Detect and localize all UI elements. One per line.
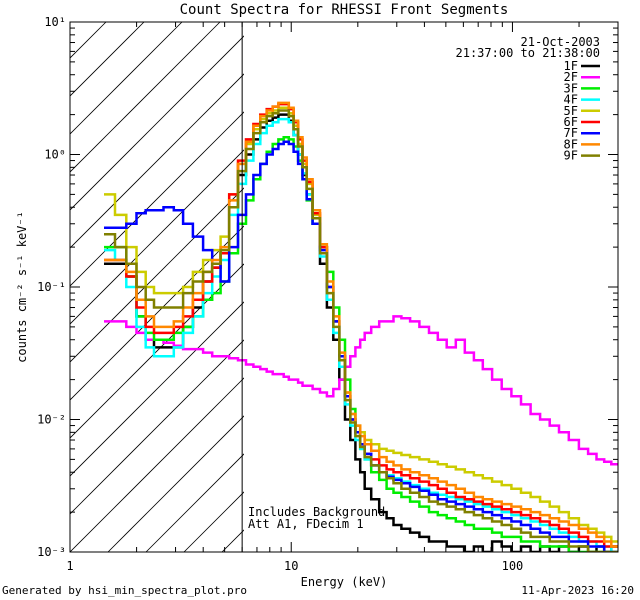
legend-label-1F: 1F	[564, 59, 578, 73]
legend-label-4F: 4F	[564, 93, 578, 107]
series-2F	[104, 315, 618, 466]
hatch-line	[70, 22, 183, 135]
series-group	[104, 101, 618, 552]
y-tick-label: 10⁻²	[37, 413, 66, 427]
hatch-line	[526, 22, 640, 552]
hatch-line	[260, 22, 640, 552]
y-tick-label: 10¹	[44, 15, 66, 29]
series-3F	[104, 135, 618, 552]
y-tick-labels: 10⁻³ 10⁻² 10⁻¹ 10⁰ 10¹	[37, 15, 66, 559]
legend-label-2F: 2F	[564, 70, 578, 84]
legend-label-3F: 3F	[564, 81, 578, 95]
x-tick-label: 100	[502, 559, 524, 573]
hatch-line	[70, 73, 244, 249]
hatch-line	[70, 22, 221, 173]
hatched-region	[70, 22, 640, 552]
hatch-line	[145, 453, 244, 552]
series-6F	[104, 102, 618, 548]
footer-timestamp: 11-Apr-2023 16:20	[521, 584, 634, 597]
date-label: 21-Oct-2003	[521, 35, 600, 49]
footer-generated: Generated by hsi_min_spectra_plot.pro	[2, 584, 248, 597]
time-range-label: 21:37:00 to 21:38:00	[456, 46, 601, 60]
hatch-line	[70, 301, 244, 477]
x-tick-label: 1	[66, 559, 73, 573]
x-axis-label: Energy (keV)	[301, 575, 388, 589]
y-tick-label: 10⁻³	[37, 545, 66, 559]
y-tick-label: 10⁰	[44, 148, 66, 162]
series-4F	[104, 117, 618, 552]
hatch-line	[70, 149, 244, 325]
hatch-line	[70, 377, 244, 552]
hatch-line	[412, 22, 640, 552]
hatch-line	[602, 22, 640, 552]
legend-label-5F: 5F	[564, 104, 578, 118]
legend-label-9F: 9F	[564, 149, 578, 163]
annotation-background: Includes Background	[248, 505, 385, 519]
axis-ticks	[69, 21, 619, 553]
legend-label-8F: 8F	[564, 137, 578, 151]
legend-label-7F: 7F	[564, 126, 578, 140]
chart-title: Count Spectra for RHESSI Front Segments	[180, 2, 509, 18]
y-axis-label: counts cm⁻² s⁻¹ keV⁻¹	[15, 211, 29, 363]
annotation-attenuator: Att A1, FDecim 1	[248, 517, 364, 531]
x-tick-label: 10	[284, 559, 298, 573]
series-5F	[104, 106, 618, 543]
hatch-line	[107, 415, 244, 552]
series-9F	[104, 109, 618, 552]
hatch-line	[70, 35, 244, 211]
x-tick-labels: 1 10 100	[66, 559, 523, 573]
legend-label-6F: 6F	[564, 115, 578, 129]
y-tick-label: 10⁻¹	[37, 280, 66, 294]
series-8F	[104, 101, 618, 548]
hatch-line	[70, 339, 244, 515]
